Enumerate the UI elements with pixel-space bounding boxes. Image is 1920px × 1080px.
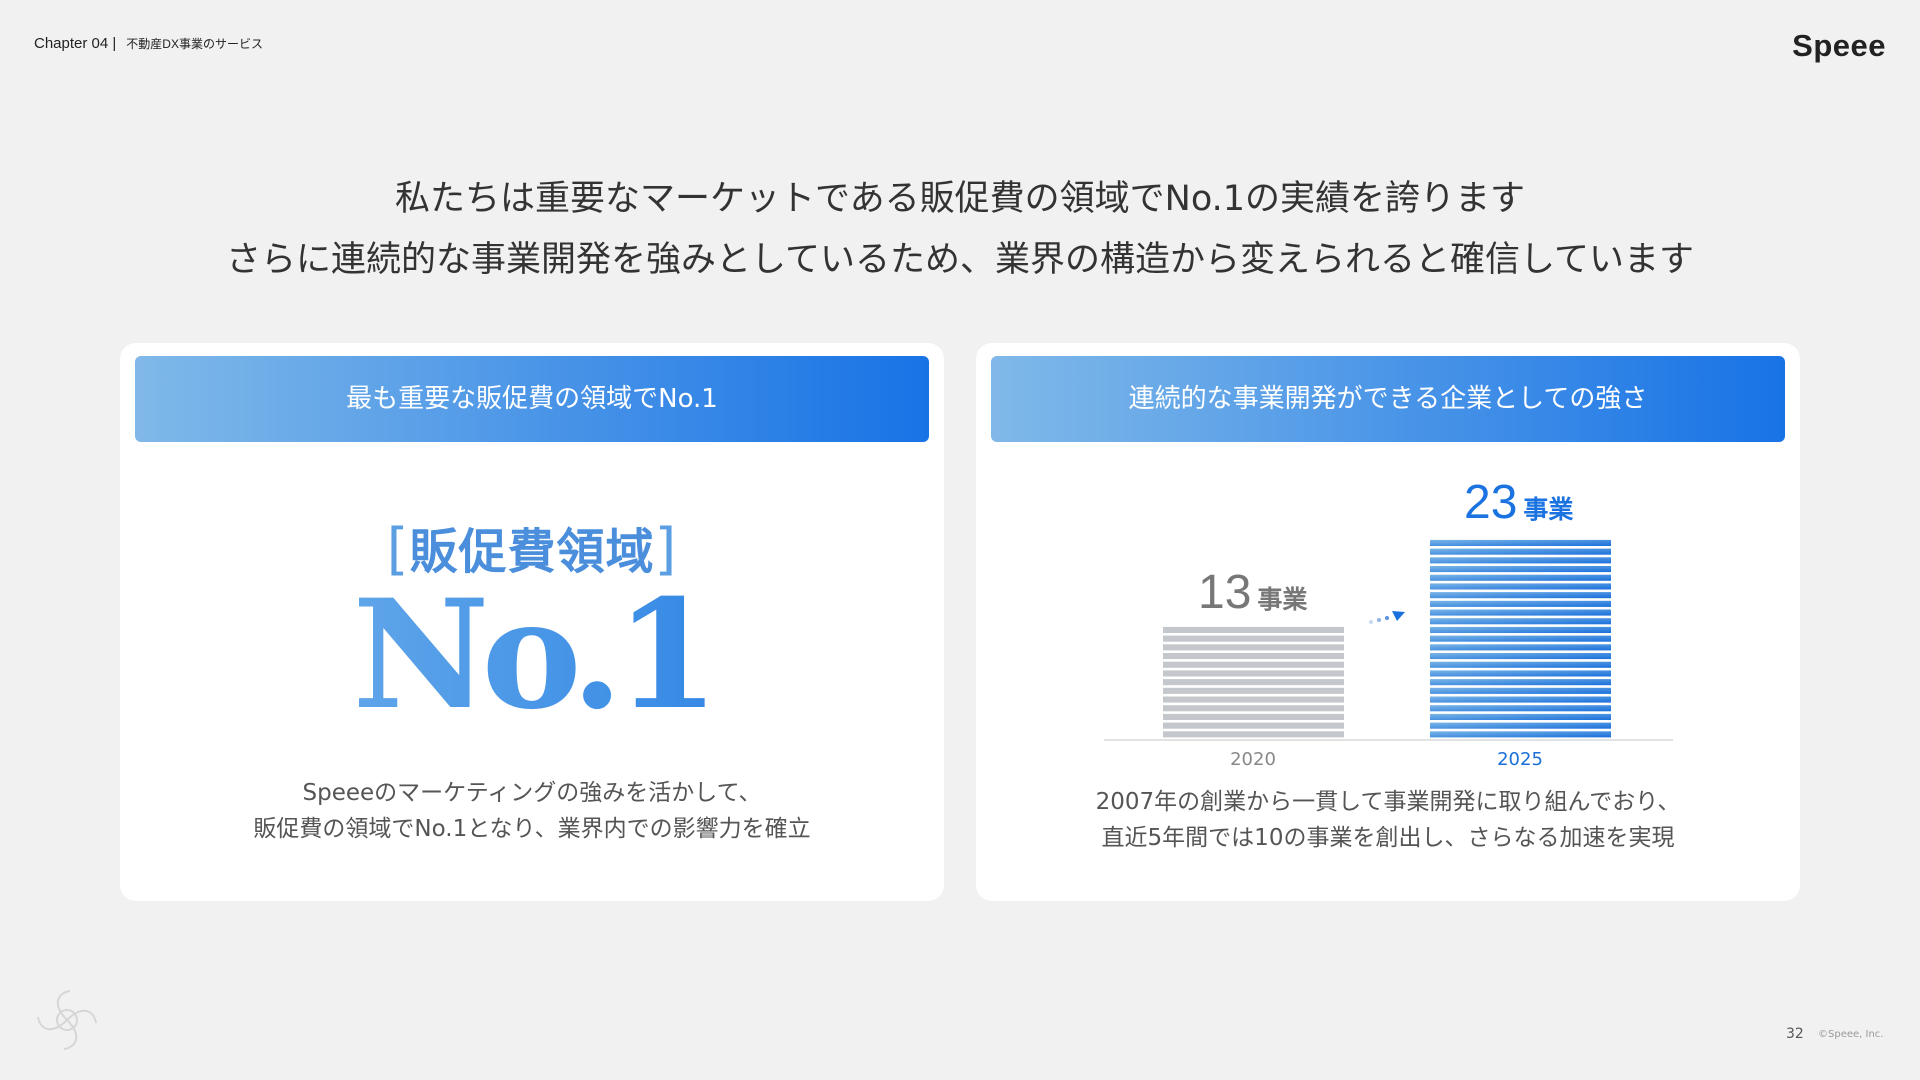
bar-stripe	[1430, 609, 1611, 616]
bar-stripe	[1430, 722, 1611, 729]
bar-stripe	[1430, 583, 1611, 590]
page-number: 32	[1786, 1026, 1804, 1042]
left-card: 最も重要な販促費の領域でNo.1 [販促費領域] No.1 Speeeのマーケテ…	[120, 343, 944, 901]
speee-logo: Speee	[1792, 28, 1886, 63]
bar-stripe	[1163, 687, 1344, 694]
bar-stripe	[1430, 618, 1611, 625]
bar-stripe	[1430, 679, 1611, 686]
bracket-open: [	[386, 517, 410, 582]
right-card-title: 連続的な事業開発ができる企業としての強さ	[991, 356, 1785, 442]
bar-stripe	[1430, 557, 1611, 564]
bar-stripe	[1163, 731, 1344, 738]
bar-stripe	[1430, 548, 1611, 555]
bracket-close: ]	[654, 517, 678, 582]
bar-stripe	[1430, 653, 1611, 660]
chapter-label: Chapter 04	[34, 35, 109, 52]
bar-stripe	[1163, 713, 1344, 720]
value-label-2020: 13 事業	[1198, 565, 1307, 628]
bar-stripe	[1163, 679, 1344, 686]
x-label-2020: 2020	[1230, 749, 1276, 770]
bar-stripe	[1430, 644, 1611, 651]
left-desc-1: Speeeのマーケティングの強みを活かして、	[302, 780, 762, 806]
bar-stripe	[1430, 696, 1611, 703]
bar-2025	[1430, 539, 1611, 738]
breadcrumb: Chapter 04 | 不動産DX事業のサービス	[34, 34, 263, 54]
field-label: [販促費領域]	[120, 519, 944, 581]
left-desc-2: 販促費の領域でNo.1となり、業界内での影響力を確立	[253, 816, 811, 842]
bar-stripe	[1430, 566, 1611, 573]
bar-stripe	[1430, 626, 1611, 633]
bar-stripe	[1430, 731, 1611, 738]
headline-line-1: 私たちは重要なマーケットである販促費の領域でNo.1の実績を誇ります	[394, 179, 1526, 219]
left-card-title: 最も重要な販促費の領域でNo.1	[135, 356, 929, 442]
copyright: ©Speee, Inc.	[1818, 1029, 1884, 1040]
bar-stripe	[1163, 705, 1344, 712]
bar-stripe	[1163, 635, 1344, 642]
right-desc-1: 2007年の創業から一貫して事業開発に取り組んでおり、	[1095, 789, 1681, 815]
bar-stripe	[1430, 670, 1611, 677]
bar-stripe	[1430, 600, 1611, 607]
bar-stripe	[1430, 687, 1611, 694]
bar-stripe	[1430, 574, 1611, 581]
bar-stripe	[1163, 696, 1344, 703]
right-desc-2: 直近5年間では10の事業を創出し、さらなる加速を実現	[1101, 825, 1675, 851]
bar-stripe	[1163, 722, 1344, 729]
value-2025: 23	[1464, 476, 1518, 529]
bar-stripe	[1163, 653, 1344, 660]
unit-2020: 事業	[1257, 585, 1308, 614]
bar-2020	[1163, 626, 1344, 738]
bar-stripe	[1430, 713, 1611, 720]
bar-stripe	[1430, 705, 1611, 712]
rank-no1: No.1	[120, 580, 944, 730]
bar-stripe	[1430, 661, 1611, 668]
right-card: 連続的な事業開発ができる企業としての強さ 13 事業 23 事業 2020 2025…	[976, 343, 1800, 901]
field-text: 販促費領域	[409, 524, 655, 580]
growth-arrow-icon	[1369, 611, 1405, 624]
unit-2025: 事業	[1523, 495, 1574, 524]
speee-swirl-logo-icon	[37, 990, 97, 1050]
business-count-chart	[1104, 539, 1673, 741]
section-label: 不動産DX事業のサービス	[126, 37, 263, 51]
bar-stripe	[1163, 661, 1344, 668]
value-label-2025: 23 事業	[1464, 475, 1573, 538]
bar-stripe	[1163, 644, 1344, 651]
separator: |	[112, 35, 117, 52]
bar-stripe	[1163, 670, 1344, 677]
headline-line-2: さらに連続的な事業開発を強みとしているため、業界の構造から変えられると確信してい…	[226, 240, 1694, 280]
bar-stripe	[1163, 626, 1344, 633]
x-label-2025: 2025	[1497, 749, 1543, 770]
bar-stripe	[1430, 539, 1611, 546]
bar-stripe	[1430, 592, 1611, 599]
bar-stripe	[1430, 635, 1611, 642]
value-2020: 13	[1198, 566, 1252, 619]
